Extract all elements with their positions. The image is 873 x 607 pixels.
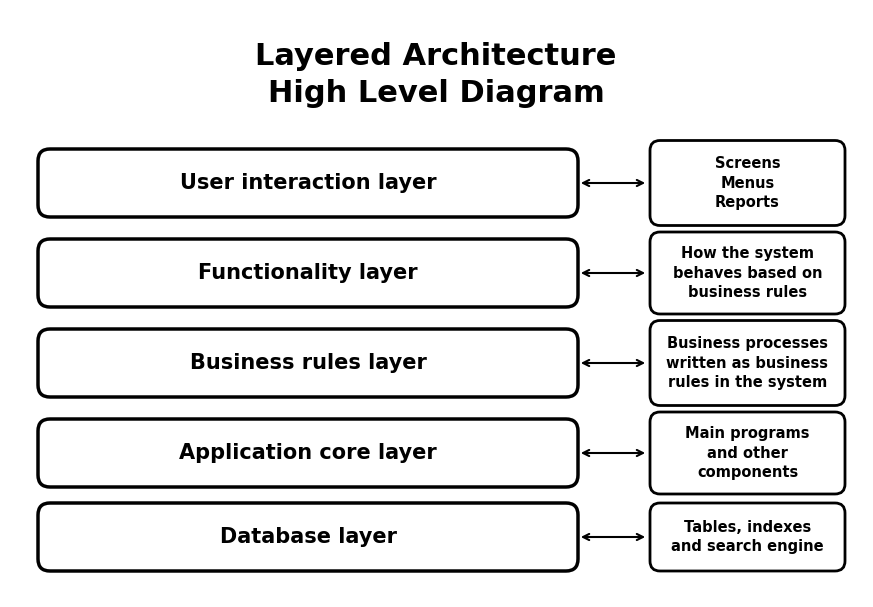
- Text: Main programs
and other
components: Main programs and other components: [685, 426, 810, 480]
- FancyBboxPatch shape: [650, 232, 845, 314]
- Text: Functionality layer: Functionality layer: [198, 263, 418, 283]
- Text: Layered Architecture
High Level Diagram: Layered Architecture High Level Diagram: [255, 42, 616, 108]
- FancyBboxPatch shape: [650, 140, 845, 225]
- Text: Tables, indexes
and search engine: Tables, indexes and search engine: [671, 520, 824, 554]
- FancyBboxPatch shape: [38, 329, 578, 397]
- Text: Database layer: Database layer: [219, 527, 396, 547]
- Text: User interaction layer: User interaction layer: [180, 173, 436, 193]
- FancyBboxPatch shape: [650, 503, 845, 571]
- FancyBboxPatch shape: [38, 239, 578, 307]
- FancyBboxPatch shape: [38, 419, 578, 487]
- FancyBboxPatch shape: [650, 412, 845, 494]
- FancyBboxPatch shape: [38, 503, 578, 571]
- Text: Application core layer: Application core layer: [179, 443, 436, 463]
- Text: How the system
behaves based on
business rules: How the system behaves based on business…: [673, 246, 822, 300]
- Text: Screens
Menus
Reports: Screens Menus Reports: [715, 156, 780, 210]
- FancyBboxPatch shape: [650, 320, 845, 405]
- Text: Business rules layer: Business rules layer: [189, 353, 426, 373]
- FancyBboxPatch shape: [38, 149, 578, 217]
- Text: Business processes
written as business
rules in the system: Business processes written as business r…: [666, 336, 828, 390]
